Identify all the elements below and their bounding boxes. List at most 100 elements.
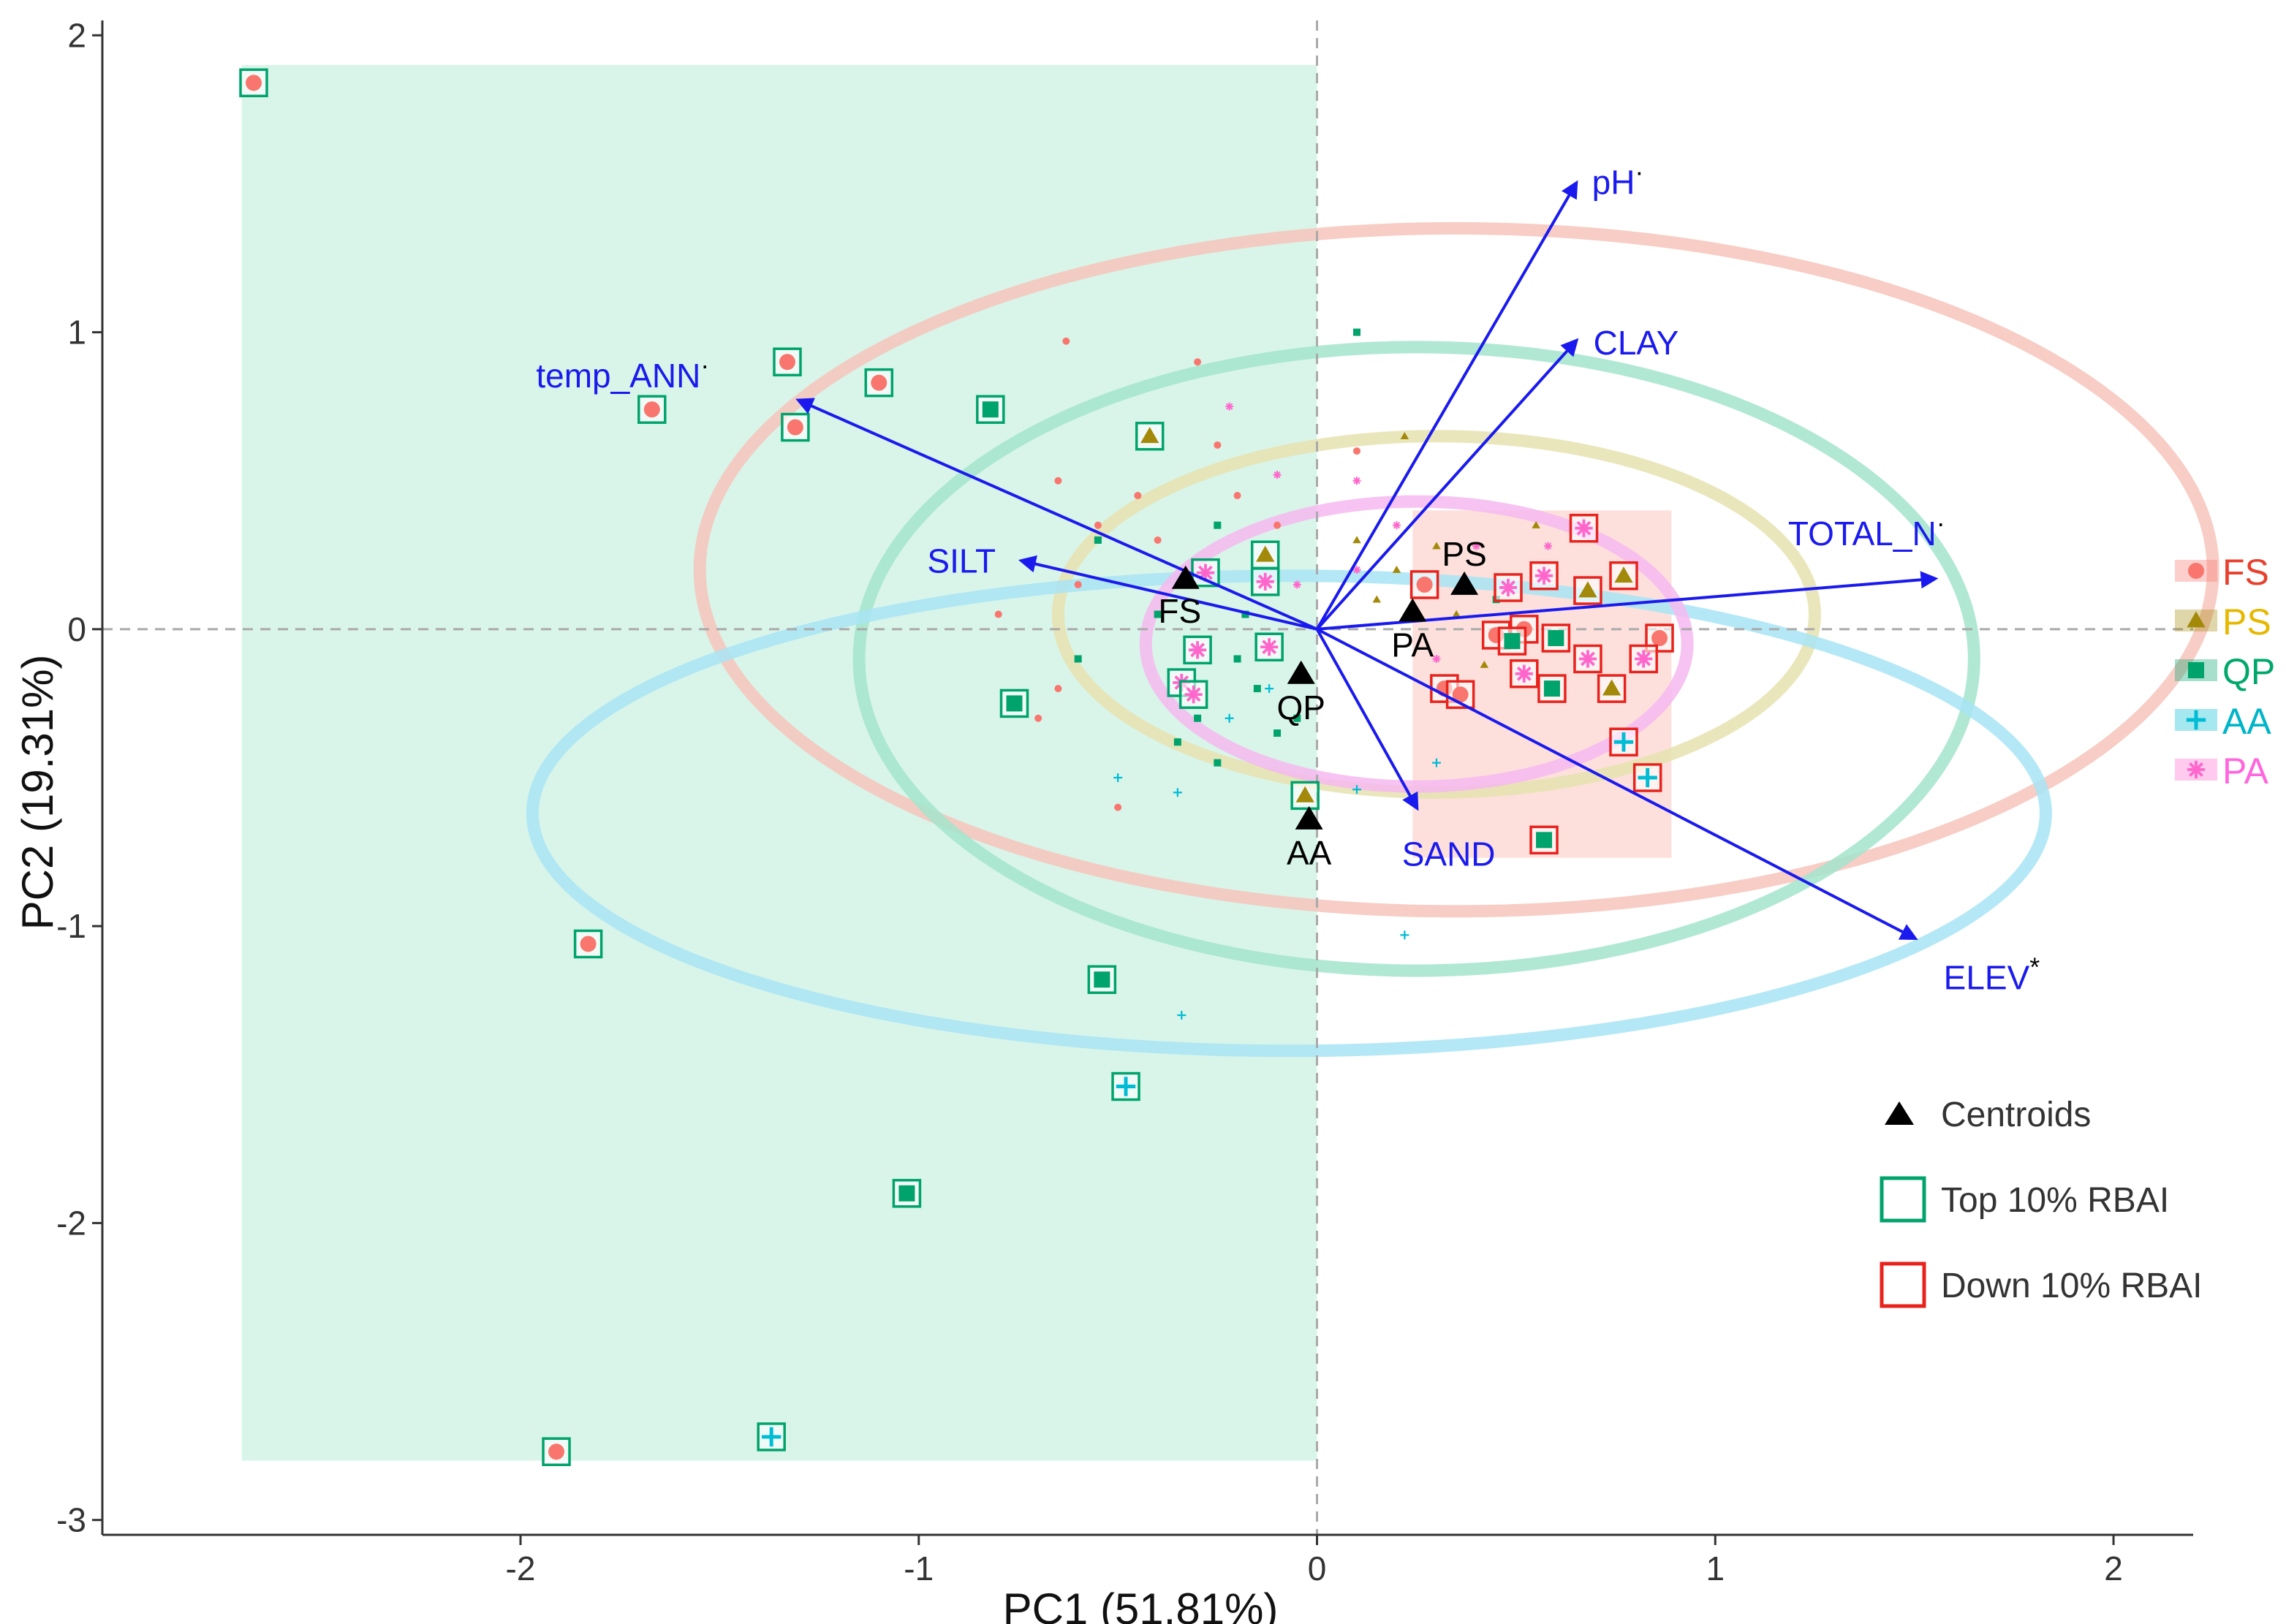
small-point-aa — [1173, 788, 1182, 797]
small-point-pa — [1432, 654, 1441, 663]
point-ps — [1609, 561, 1638, 591]
small-point-qp — [1253, 685, 1261, 693]
vector-label-clay: CLAY — [1594, 324, 1679, 362]
point-marker-qp — [1543, 680, 1560, 697]
legend2-label: Down 10% RBAI — [1941, 1267, 2203, 1305]
vector-arrow — [795, 398, 1318, 631]
vector-elev: ELEV* — [1316, 628, 2040, 996]
x-tick-label: 1 — [1706, 1549, 1725, 1587]
ellipse-qp — [852, 341, 1980, 977]
small-point-fs — [1134, 492, 1142, 500]
centroid-fs: FS — [1158, 565, 1201, 630]
point-pa — [1510, 659, 1539, 688]
small-point-qp — [1194, 714, 1202, 722]
legend2-key — [1885, 1101, 1914, 1125]
point-marker-pa — [1534, 566, 1553, 585]
point-pa — [1254, 632, 1284, 661]
point-marker-ps — [1140, 427, 1159, 444]
point-qp — [1529, 825, 1559, 855]
ellipse-fs — [693, 221, 2219, 918]
small-point-qp — [1214, 521, 1222, 529]
vector-label-total_n: TOTAL_N· — [1788, 508, 1945, 553]
small-point-fs — [1054, 477, 1062, 485]
small-point-ps — [1432, 542, 1441, 550]
vector-arrow — [1018, 555, 1317, 631]
small-point-pa — [1352, 477, 1361, 485]
point-aa — [1609, 727, 1638, 756]
centroid-label: PS — [1442, 535, 1486, 573]
point-qp — [999, 688, 1029, 718]
small-point-qp — [1293, 714, 1301, 722]
point-box — [892, 1179, 922, 1208]
y-axis-title: PC2 (19.31%) — [13, 655, 62, 930]
small-point-pa — [1293, 580, 1301, 589]
point-marker-ps — [1256, 545, 1275, 562]
point-fs — [239, 68, 268, 98]
point-qp — [892, 1179, 922, 1208]
legend2-label: Centroids — [1941, 1096, 2091, 1134]
point-qp — [1541, 623, 1571, 653]
point-pa — [1178, 680, 1208, 709]
x-axis-title: PC1 (51.81%) — [1003, 1585, 1279, 1624]
point-marker-pa — [1256, 572, 1274, 591]
small-point-fs — [1034, 714, 1042, 722]
point-marker-qp — [1504, 633, 1521, 650]
legend-key-pa — [2187, 760, 2206, 779]
point-marker-fs — [1416, 576, 1433, 593]
point-marker-fs — [548, 1443, 565, 1460]
point-fs — [864, 368, 894, 398]
small-point-ps — [1480, 660, 1489, 668]
point-fs — [573, 929, 603, 959]
point-marker-qp — [898, 1185, 915, 1202]
point-marker-fs — [787, 419, 803, 436]
small-point-aa — [1400, 930, 1409, 940]
point-fs — [1409, 570, 1439, 599]
point-marker-qp — [1548, 630, 1564, 647]
point-qp — [1087, 965, 1117, 995]
centroid-label: QP — [1276, 688, 1325, 726]
small-point-fs — [994, 610, 1002, 618]
point-fs — [1645, 623, 1674, 653]
ellipse-ps — [1051, 430, 1821, 799]
small-point-fs — [1214, 441, 1222, 449]
point-marker-ps — [1295, 786, 1314, 802]
point-pa — [1629, 644, 1658, 674]
point-ps — [1135, 422, 1165, 451]
y-tick-label: 2 — [67, 16, 86, 54]
point-box — [999, 688, 1029, 718]
centroid-label: PA — [1391, 626, 1434, 664]
legend-label: PS — [2222, 602, 2271, 642]
legend-label: AA — [2222, 701, 2271, 742]
small-point-aa — [1177, 1011, 1186, 1020]
x-tick-label: 0 — [1308, 1549, 1327, 1587]
small-point-pa — [1273, 471, 1282, 479]
legend-item-qp: QP — [2175, 651, 2275, 692]
point-marker-qp — [1094, 971, 1110, 988]
point-marker-fs — [580, 936, 597, 952]
legend-key-ps — [2187, 611, 2206, 628]
point-marker-pa — [1188, 641, 1207, 659]
vector-temp_ann: temp_ANN· — [536, 350, 1318, 631]
small-point-qp — [1074, 655, 1082, 663]
vector-label-elev: ELEV* — [1944, 952, 2040, 996]
point-box — [1087, 965, 1117, 995]
vector-clay: CLAY — [1316, 324, 1679, 631]
small-point-aa — [1113, 773, 1123, 782]
point-box — [573, 929, 603, 959]
y-tick-label: 0 — [67, 610, 86, 648]
point-fs — [637, 395, 667, 424]
point-marker-pa — [1578, 650, 1597, 668]
centroid-label: FS — [1158, 592, 1201, 630]
legend-label: FS — [2222, 552, 2269, 593]
vector-label-silt: SILT — [927, 542, 996, 580]
legend-key-aa — [2186, 710, 2206, 730]
small-point-aa — [1352, 785, 1361, 794]
small-point-fs — [1154, 536, 1162, 544]
point-marker-aa — [1613, 732, 1634, 752]
point-pa — [1494, 573, 1523, 602]
point-marker-fs — [246, 75, 262, 91]
small-point-pa — [1225, 402, 1234, 411]
point-aa — [1632, 763, 1662, 792]
point-marker-fs — [871, 374, 887, 391]
